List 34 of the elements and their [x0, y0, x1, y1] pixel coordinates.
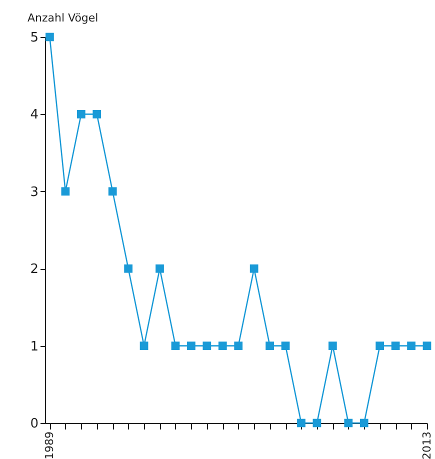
- point: [124, 264, 132, 273]
- point: [108, 187, 117, 196]
- point: [360, 418, 368, 428]
- point: [234, 342, 243, 350]
- y-tick-label: 5: [30, 30, 38, 46]
- point: [312, 418, 322, 428]
- point: [328, 342, 337, 350]
- point: [202, 342, 212, 350]
- point: [376, 342, 384, 350]
- point: [156, 264, 164, 273]
- x-tick-label: 1989: [43, 432, 56, 459]
- y-axis-title: Anzahl Vögel: [28, 12, 98, 24]
- point: [140, 342, 148, 350]
- point: [61, 187, 70, 196]
- y-tick-label: 4: [30, 108, 38, 123]
- y-tick-label: 2: [30, 262, 38, 278]
- point: [344, 418, 353, 428]
- point: [250, 264, 258, 273]
- point: [92, 110, 102, 118]
- point: [76, 110, 86, 118]
- point: [218, 342, 227, 350]
- x-tick-label: 2013: [420, 432, 434, 459]
- y-tick-label: 3: [30, 184, 38, 200]
- point: [391, 342, 400, 350]
- point: [407, 342, 416, 350]
- point: [297, 418, 306, 428]
- point: [187, 342, 196, 350]
- point: [46, 32, 54, 42]
- y-tick-label: 1: [30, 339, 38, 354]
- point: [266, 342, 274, 350]
- y-tick-label: 0: [30, 416, 38, 432]
- point: [171, 342, 180, 350]
- point: [422, 342, 432, 350]
- point: [281, 342, 290, 350]
